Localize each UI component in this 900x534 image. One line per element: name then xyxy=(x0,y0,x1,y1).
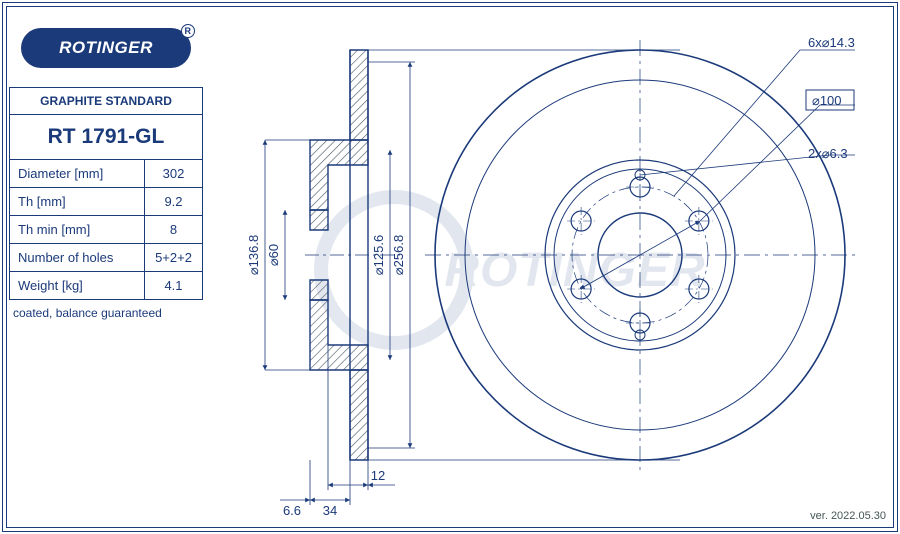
front-face-view xyxy=(425,40,855,470)
dim-label: 12 xyxy=(371,468,385,483)
spec-label: Weight [kg] xyxy=(10,272,145,300)
callout-label: ⌀100 xyxy=(812,93,842,108)
spec-label: Th [mm] xyxy=(10,188,145,216)
brand-logo: ROTINGER R xyxy=(9,9,203,87)
dim-label: ⌀256.8 xyxy=(391,235,406,275)
dim-label: 34 xyxy=(323,503,337,515)
dim-label: ⌀136.8 xyxy=(246,235,261,275)
brand-name: ROTINGER xyxy=(59,38,153,58)
spec-label: Th min [mm] xyxy=(10,216,145,244)
spec-label: Diameter [mm] xyxy=(10,160,145,188)
registered-mark: R xyxy=(181,24,195,38)
callout-framed: ⌀100 xyxy=(806,90,854,110)
spec-label: Number of holes xyxy=(10,244,145,272)
version-label: ver. 2022.05.30 xyxy=(810,510,886,522)
spec-value: 5+2+2 xyxy=(145,244,203,272)
spec-value: 4.1 xyxy=(145,272,203,300)
part-number: RT 1791-GL xyxy=(10,115,203,160)
callout-label: 2x⌀6.3 xyxy=(808,146,848,161)
dim-label: 6.6 xyxy=(283,503,301,515)
spec-note: coated, balance guaranteed xyxy=(9,300,203,326)
callout-label: 6x⌀14.3 xyxy=(808,35,855,50)
spec-table: GRAPHITE STANDARD RT 1791-GL Diameter [m… xyxy=(9,87,203,300)
dim-label: ⌀60 xyxy=(266,244,281,266)
spec-value: 9.2 xyxy=(145,188,203,216)
spec-value: 302 xyxy=(145,160,203,188)
side-section-view: ⌀136.8 ⌀60 ⌀125.6 ⌀256.8 6.6 34 12 xyxy=(246,50,680,515)
technical-drawing: ⌀136.8 ⌀60 ⌀125.6 ⌀256.8 6.6 34 12 xyxy=(210,10,890,515)
standard-label: GRAPHITE STANDARD xyxy=(10,88,203,115)
dim-label: ⌀125.6 xyxy=(371,235,386,275)
spec-value: 8 xyxy=(145,216,203,244)
spec-panel: ROTINGER R GRAPHITE STANDARD RT 1791-GL … xyxy=(9,9,203,326)
